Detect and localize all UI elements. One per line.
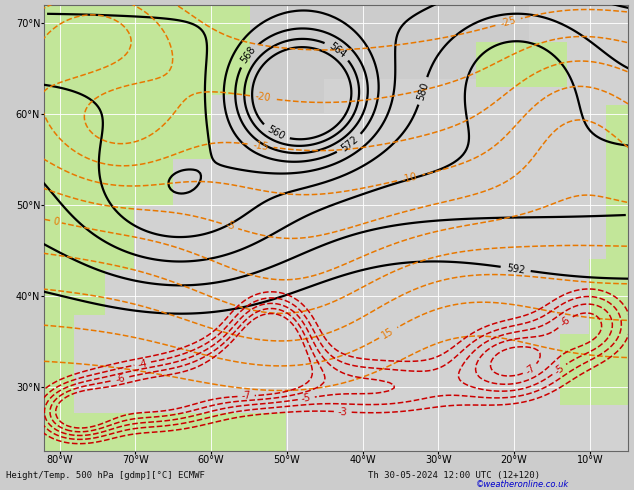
Text: Height/Temp. 500 hPa [gdmp][°C] ECMWF: Height/Temp. 500 hPa [gdmp][°C] ECMWF (6, 471, 205, 480)
Text: 576: 576 (23, 8, 41, 19)
Text: -7: -7 (241, 391, 251, 401)
Text: -25: -25 (499, 15, 517, 29)
Text: -10: -10 (401, 171, 418, 185)
Text: 0: 0 (52, 216, 60, 227)
Text: -7: -7 (524, 363, 537, 376)
Text: 572: 572 (339, 134, 360, 154)
Text: -5: -5 (552, 363, 566, 376)
Text: -6: -6 (559, 315, 573, 328)
Text: -15: -15 (252, 140, 269, 152)
Text: -4: -4 (137, 358, 148, 369)
Text: 15: 15 (380, 325, 396, 340)
Text: ©weatheronline.co.uk: ©weatheronline.co.uk (476, 480, 569, 489)
Text: 568: 568 (239, 45, 258, 66)
Text: 564: 564 (327, 41, 348, 60)
Text: -3: -3 (337, 407, 347, 417)
Text: -20: -20 (254, 92, 271, 104)
Text: -5: -5 (224, 220, 236, 232)
Text: -5: -5 (301, 392, 312, 404)
Text: Th 30-05-2024 12:00 UTC (12+120): Th 30-05-2024 12:00 UTC (12+120) (368, 471, 540, 480)
Text: 592: 592 (506, 263, 526, 275)
Text: -6: -6 (115, 373, 127, 385)
Text: 560: 560 (265, 124, 286, 142)
Text: 580: 580 (415, 80, 430, 101)
Text: 588: 588 (631, 209, 634, 220)
